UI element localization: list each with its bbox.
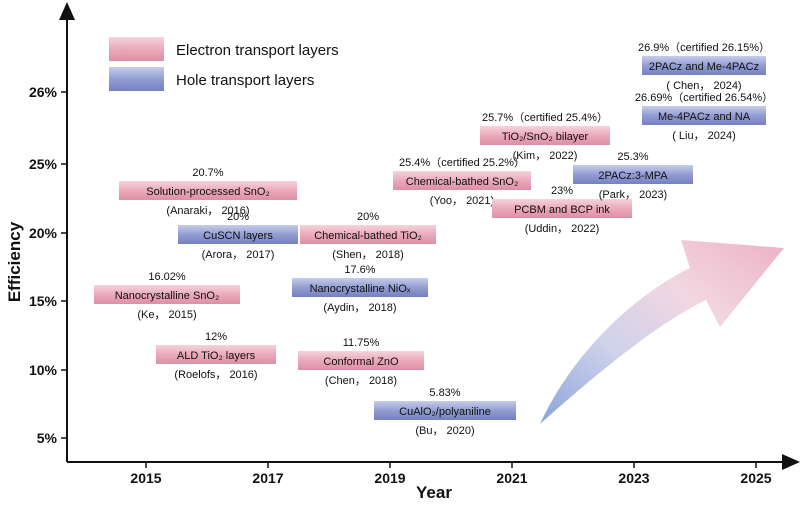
data-point-ref: (Roelofs， 2016) bbox=[174, 369, 257, 381]
data-point-name: Conformal ZnO bbox=[323, 356, 399, 368]
y-tick-label: 25% bbox=[29, 156, 58, 172]
y-tick-label: 10% bbox=[29, 362, 58, 378]
data-point-value: 25.7%（certified 25.4%） bbox=[482, 111, 608, 124]
data-point-box bbox=[119, 181, 297, 200]
data-points: 16.02% Nanocrystalline SnO₂ (Ke， 2015) 12% A… bbox=[94, 41, 773, 437]
data-point-etl: 25.7%（certified 25.4%） TiO₂/SnO₂ bilayer (… bbox=[480, 111, 610, 162]
data-point-ref: (Bu， 2020) bbox=[415, 425, 474, 437]
data-point-name: ALD TiO₂ layers bbox=[177, 350, 256, 362]
x-tick-label: 2025 bbox=[740, 470, 771, 486]
data-point-ref: (Ke， 2015) bbox=[137, 309, 196, 321]
data-point-box bbox=[374, 401, 516, 420]
x-axis-title: Year bbox=[416, 483, 452, 502]
y-tick-label: 20% bbox=[29, 225, 58, 241]
data-point-value: 20% bbox=[227, 211, 249, 223]
data-point-name: CuSCN layers bbox=[203, 230, 273, 242]
data-point-box bbox=[156, 345, 276, 364]
data-point-box bbox=[480, 126, 610, 145]
data-point-box bbox=[642, 106, 766, 125]
data-point-etl: 20% Chemical-bathed TiO₂ (Shen， 2018) bbox=[300, 211, 436, 261]
data-point-ref: (Kim， 2022) bbox=[513, 150, 578, 162]
data-point-ref: (Chen， 2018) bbox=[325, 375, 397, 387]
data-point-value: 17.6% bbox=[344, 264, 375, 276]
x-tick-label: 2023 bbox=[618, 470, 649, 486]
data-point-ref: (Aydin， 2018) bbox=[323, 302, 396, 314]
data-point-box bbox=[178, 225, 298, 244]
data-point-etl: 11.75% Conformal ZnO (Chen， 2018) bbox=[298, 337, 424, 387]
legend-swatch-htl bbox=[109, 67, 164, 91]
data-point-ref: (Yoo， 2021) bbox=[430, 195, 494, 207]
data-point-etl: 16.02% Nanocrystalline SnO₂ (Ke， 2015) bbox=[94, 271, 240, 321]
legend-label-htl: Hole transport layers bbox=[176, 72, 314, 89]
data-point-box bbox=[393, 171, 531, 190]
data-point-name: Me-4PACz and NA bbox=[658, 111, 751, 123]
trend-arrow bbox=[540, 240, 784, 424]
data-point-value: 25.3% bbox=[617, 151, 648, 163]
data-point-box bbox=[573, 165, 693, 184]
y-tick-label: 15% bbox=[29, 293, 58, 309]
data-point-value: 20.7% bbox=[192, 167, 223, 179]
data-point-box bbox=[298, 351, 424, 370]
data-point-value: 12% bbox=[205, 331, 227, 343]
data-point-name: Chemical-bathed SnO₂ bbox=[406, 176, 519, 188]
y-axis-title: Efficiency bbox=[5, 221, 24, 302]
legend-label-etl: Electron transport layers bbox=[176, 42, 339, 59]
data-point-value: 16.02% bbox=[148, 271, 186, 283]
data-point-ref: (Arora， 2017) bbox=[202, 249, 275, 261]
data-point-htl: 5.83% CuAlO₂/polyaniline (Bu， 2020) bbox=[374, 387, 516, 437]
data-point-htl: 26.9%（certified 26.15%） 2PACz and Me-4PAC… bbox=[638, 41, 770, 92]
data-point-box bbox=[94, 285, 240, 304]
data-point-value: 5.83% bbox=[429, 387, 460, 399]
x-tick-label: 2019 bbox=[374, 470, 405, 486]
data-point-name: 2PACz and Me-4PACz bbox=[649, 61, 759, 73]
x-tick-label: 2021 bbox=[496, 470, 527, 486]
x-tick-label: 2017 bbox=[252, 470, 283, 486]
x-tick-label: 2015 bbox=[130, 470, 161, 486]
data-point-htl: 20% CuSCN layers (Arora， 2017) bbox=[178, 211, 298, 261]
y-axis-ticks: 5% 10% 15% 20% 25% 26% bbox=[29, 84, 67, 446]
data-point-box bbox=[492, 199, 632, 218]
data-point-box bbox=[642, 56, 766, 75]
data-point-value: 23% bbox=[551, 185, 573, 197]
data-point-etl: 12% ALD TiO₂ layers (Roelofs， 2016) bbox=[156, 331, 276, 381]
data-point-name: 2PACz:3-MPA bbox=[598, 170, 668, 182]
data-point-etl: 20.7% Solution-processed SnO₂ (Anaraki， 20… bbox=[119, 167, 297, 217]
data-point-value: 20% bbox=[357, 211, 379, 223]
data-point-box bbox=[292, 278, 428, 297]
y-tick-label: 5% bbox=[37, 430, 58, 446]
data-point-name: TiO₂/SnO₂ bilayer bbox=[502, 131, 589, 143]
data-point-box bbox=[300, 225, 436, 244]
data-point-ref: (Shen， 2018) bbox=[332, 249, 404, 261]
data-point-name: PCBM and BCP ink bbox=[514, 204, 610, 216]
data-point-value: 25.4%（certified 25.2%） bbox=[399, 156, 525, 169]
data-point-name: Nanocrystalline NiOₓ bbox=[310, 283, 411, 295]
data-point-value: 26.9%（certified 26.15%） bbox=[638, 41, 770, 54]
data-point-ref: (Park， 2023) bbox=[599, 189, 667, 201]
data-point-htl: 26.69%（certified 26.54%） Me-4PACz and NA (… bbox=[635, 91, 773, 142]
data-point-htl: 17.6% Nanocrystalline NiOₓ (Aydin， 2018) bbox=[292, 264, 428, 314]
data-point-value: 11.75% bbox=[343, 337, 380, 349]
y-tick-label: 26% bbox=[29, 84, 58, 100]
data-point-name: CuAlO₂/polyaniline bbox=[399, 406, 491, 418]
data-point-name: Nanocrystalline SnO₂ bbox=[115, 290, 220, 302]
legend: Electron transport layers Hole transport… bbox=[109, 37, 339, 91]
data-point-ref: ( Liu， 2024) bbox=[672, 130, 736, 142]
legend-swatch-etl bbox=[109, 37, 164, 61]
data-point-name: Solution-processed SnO₂ bbox=[146, 186, 270, 198]
data-point-htl: 25.3% 2PACz:3-MPA (Park， 2023) bbox=[573, 151, 693, 201]
data-point-etl: 23% PCBM and BCP ink (Uddin， 2022) bbox=[492, 185, 632, 235]
data-point-ref: ( Chen， 2024) bbox=[666, 80, 741, 92]
data-point-ref: (Uddin， 2022) bbox=[525, 223, 600, 235]
x-axis-ticks: 2015 2017 2019 2021 2023 2025 bbox=[130, 462, 772, 486]
data-point-value: 26.69%（certified 26.54%） bbox=[635, 91, 773, 104]
data-point-name: Chemical-bathed TiO₂ bbox=[314, 230, 422, 242]
data-point-etl: 25.4%（certified 25.2%） Chemical-bathed Sn… bbox=[393, 156, 531, 207]
data-point-ref: (Anaraki， 2016) bbox=[166, 205, 249, 217]
